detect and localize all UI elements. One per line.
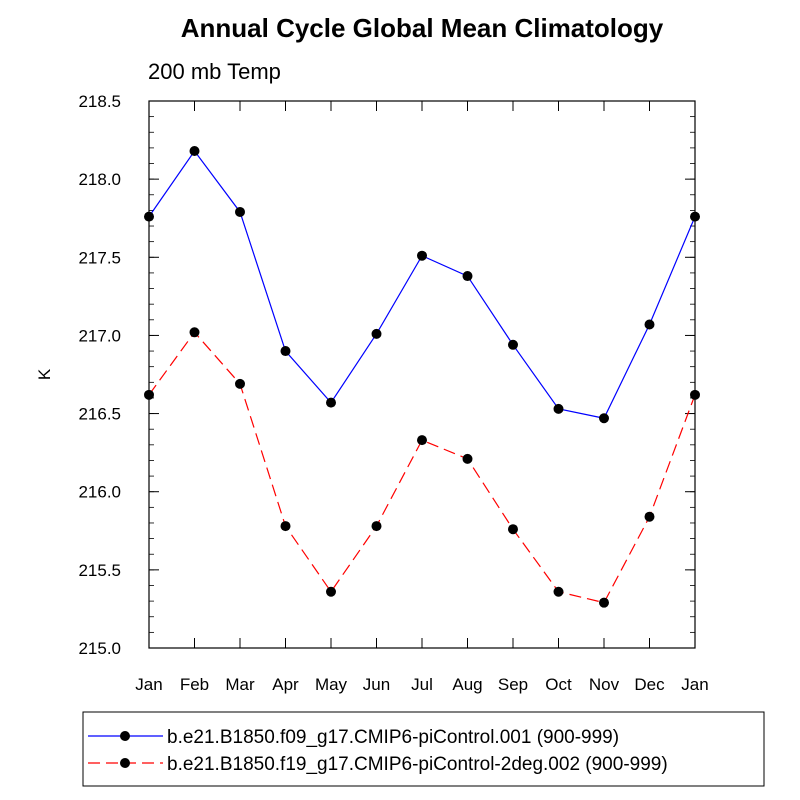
data-point	[690, 389, 700, 400]
y-tick-label: 217.0	[78, 326, 121, 345]
data-point	[235, 378, 245, 389]
data-point	[690, 211, 700, 222]
data-point	[553, 586, 564, 597]
x-tick-label: Jul	[411, 675, 433, 694]
x-tick-label: Jan	[135, 675, 162, 694]
data-point	[417, 435, 427, 446]
plot-frame	[148, 100, 696, 649]
data-point	[371, 328, 382, 339]
x-tick-label: Dec	[634, 675, 665, 694]
data-point	[644, 319, 655, 330]
legend-marker	[120, 758, 130, 768]
legend: b.e21.B1850.f09_g17.CMIP6-piControl.001 …	[88, 727, 668, 775]
x-tick-label: Nov	[589, 675, 620, 694]
y-tick-label: 218.0	[78, 170, 121, 189]
x-tick-labels: Jan Feb Mar Apr May Jun Jul Aug Sep Oct Nov Dec Jan	[135, 675, 708, 694]
x-tick-label: Jun	[363, 675, 390, 694]
series-layer	[144, 146, 700, 608]
data-point	[508, 339, 518, 350]
data-point	[326, 397, 336, 408]
data-point	[462, 271, 473, 282]
y-tick-labels: 215.0 215.5 216.0 216.5 217.0 217.5 218.0 218.5	[78, 92, 121, 658]
data-point	[371, 521, 382, 532]
data-point	[280, 346, 291, 357]
data-point	[644, 511, 655, 522]
legend-label: b.e21.B1850.f09_g17.CMIP6-piControl.001 …	[167, 727, 619, 748]
legend-label: b.e21.B1850.f19_g17.CMIP6-piControl-2deg…	[167, 754, 668, 775]
data-point	[326, 586, 336, 597]
data-point	[553, 403, 564, 414]
series-line	[148, 149, 696, 419]
y-axis-label: K	[35, 368, 54, 380]
data-point	[144, 211, 154, 222]
y-tick-label: 216.5	[78, 405, 121, 424]
y-tick-label: 215.0	[78, 639, 121, 658]
y-tick-label: 216.0	[78, 483, 121, 502]
y-tick-label: 218.5	[78, 92, 121, 111]
data-point	[417, 250, 427, 261]
data-point	[189, 327, 200, 338]
data-point	[280, 521, 291, 532]
x-tick-label: Aug	[452, 675, 482, 694]
legend-marker	[120, 731, 130, 741]
legend-item-1: b.e21.B1850.f09_g17.CMIP6-piControl.001 …	[88, 727, 619, 748]
x-tick-label: Jan	[681, 675, 708, 694]
x-tick-label: Sep	[498, 675, 528, 694]
series-line	[148, 331, 696, 604]
x-tick-label: Mar	[225, 675, 255, 694]
x-tick-label: May	[315, 675, 348, 694]
axis-ticks	[148, 100, 696, 649]
series-1	[144, 146, 700, 424]
data-point	[144, 389, 154, 400]
data-point	[235, 206, 245, 217]
chart-title: Annual Cycle Global Mean Climatology	[181, 13, 664, 43]
chart-subtitle: 200 mb Temp	[148, 59, 281, 84]
legend-box	[82, 711, 765, 787]
x-tick-label: Apr	[272, 675, 299, 694]
y-tick-label: 215.5	[78, 561, 121, 580]
x-tick-label: Feb	[180, 675, 209, 694]
data-point	[462, 453, 473, 464]
y-tick-label: 217.5	[78, 248, 121, 267]
data-point	[599, 597, 609, 608]
data-point	[508, 524, 518, 535]
data-point	[189, 146, 200, 157]
legend-item-2: b.e21.B1850.f19_g17.CMIP6-piControl-2deg…	[88, 754, 668, 775]
x-tick-label: Oct	[545, 675, 572, 694]
series-2	[144, 327, 700, 608]
data-point	[599, 413, 609, 424]
